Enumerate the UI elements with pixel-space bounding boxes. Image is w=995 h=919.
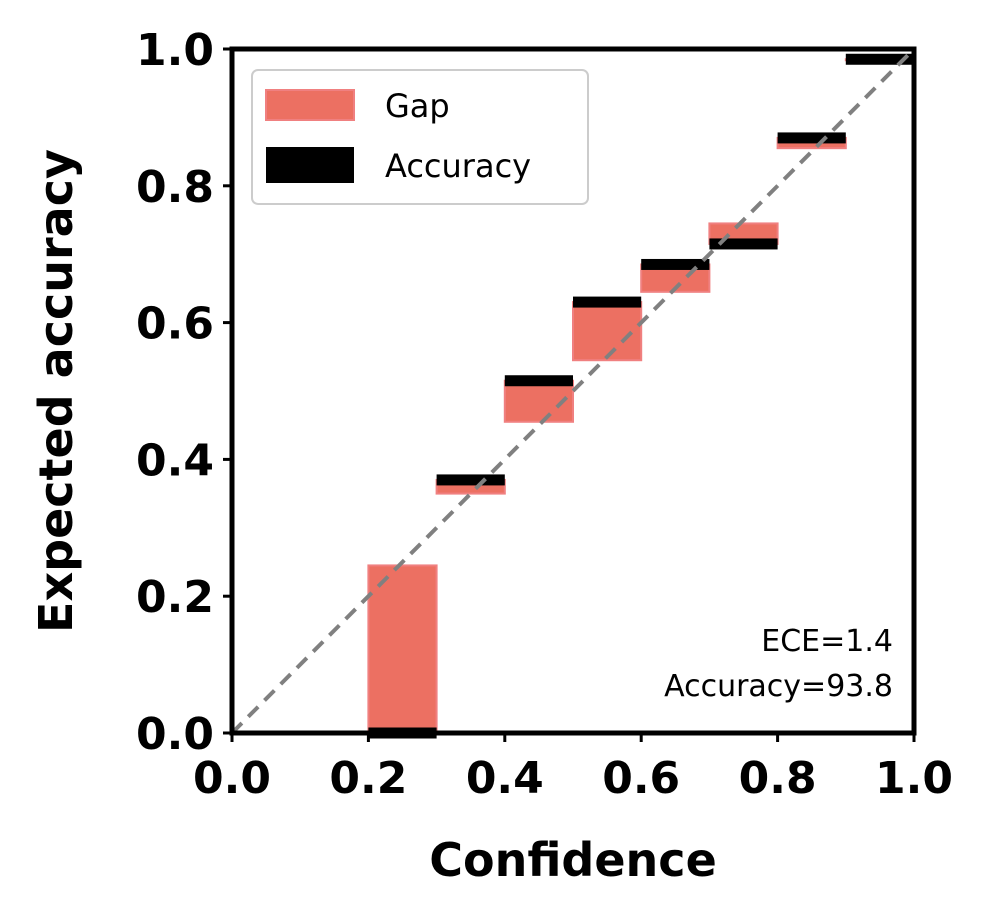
plot-frame	[229, 46, 917, 736]
y-tick-label-5: 1.0	[136, 25, 214, 76]
x-axis-label: Confidence	[429, 833, 717, 887]
y-tick-label-4: 0.8	[136, 162, 214, 213]
ticks-layer: 0.0 0.2 0.4 0.6 0.8 1.0 0.0 0.2 0.4 0.6 0.8 1.0	[136, 25, 953, 804]
x-tick-label-2: 0.4	[466, 753, 544, 804]
accuracy-bar-6	[777, 132, 846, 144]
y-tick-label-1: 0.2	[136, 572, 214, 623]
accuracy-bar-2	[504, 375, 573, 387]
y-tick-label-3: 0.6	[136, 299, 214, 350]
gap-bar-0	[367, 564, 438, 734]
accuracy-bar-5	[709, 238, 778, 250]
legend-label-accuracy: Accuracy	[385, 147, 531, 185]
x-tick-label-0: 0.0	[193, 753, 271, 804]
y-tick-label-2: 0.4	[136, 435, 214, 486]
legend-label-gap: Gap	[385, 87, 450, 125]
accuracy-bar-1	[436, 474, 505, 486]
legend: Gap Accuracy	[251, 69, 589, 205]
accuracy-bar-4	[641, 258, 710, 270]
y-axis-label: Expected accuracy	[29, 149, 83, 633]
accuracy-annotation: Accuracy=93.8	[664, 669, 893, 704]
x-tick-label-1: 0.2	[329, 753, 407, 804]
ece-annotation: ECE=1.4	[761, 624, 893, 659]
accuracy-bar-3	[573, 296, 642, 308]
x-tick-label-4: 0.8	[739, 753, 817, 804]
y-tick-label-0: 0.0	[136, 709, 214, 760]
x-tick-label-5: 1.0	[875, 753, 953, 804]
legend-swatch-gap	[265, 89, 355, 121]
gap-bar-3	[572, 301, 643, 362]
legend-swatch-accuracy	[266, 147, 354, 183]
x-tick-label-3: 0.6	[602, 753, 680, 804]
accuracy-bar-7	[845, 53, 914, 65]
